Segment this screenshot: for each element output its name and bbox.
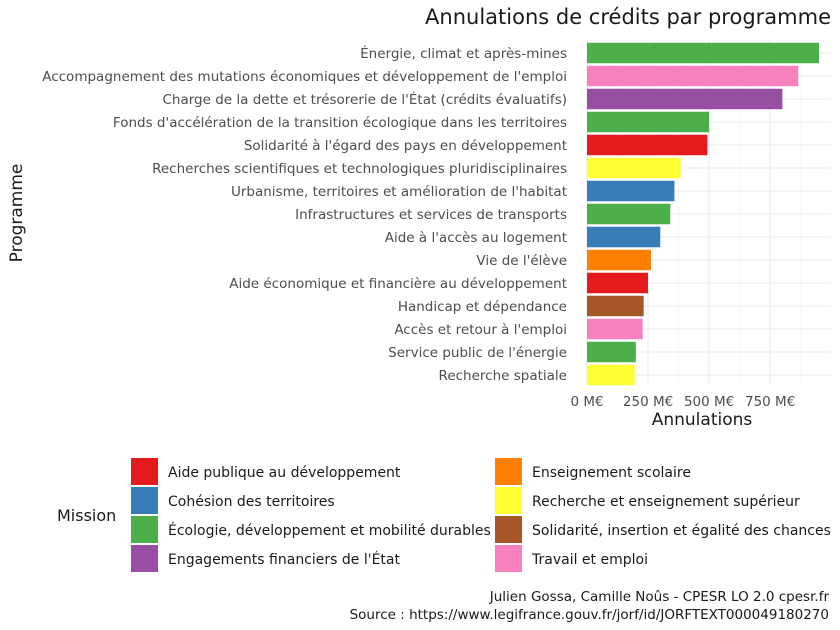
bar (587, 226, 661, 248)
x-tick-labels: 0 M€ 250 M€ 500 M€ 750 M€ (570, 394, 795, 410)
legend: Mission Aide publique au développement Co… (57, 458, 831, 572)
bar (587, 88, 783, 110)
category-label: Recherche spatiale (439, 368, 567, 384)
bar (587, 42, 819, 64)
legend-items: Aide publique au développement Cohésion d… (131, 458, 831, 572)
x-axis-title: Annulations (652, 410, 753, 430)
legend-label: Aide publique au développement (168, 465, 401, 481)
legend-swatch (131, 487, 158, 514)
x-tick-label: 750 M€ (745, 394, 795, 410)
category-label: Charge de la dette et trésorerie de l'Ét… (162, 91, 567, 108)
bar (587, 295, 644, 317)
category-label: Aide économique et financière au dévelop… (229, 276, 567, 292)
legend-swatch (131, 458, 158, 485)
chart-title: Annulations de crédits par programme (425, 5, 831, 29)
category-label: Service public de l'énergie (388, 345, 567, 361)
category-label: Vie de l'élève (476, 253, 567, 269)
category-label: Handicap et dépendance (398, 299, 567, 315)
legend-label: Solidarité, insertion et égalité des cha… (532, 523, 831, 539)
legend-label: Enseignement scolaire (532, 465, 691, 481)
bar (587, 249, 651, 271)
caption-line-source: Source : https://www.legifrance.gouv.fr/… (350, 607, 829, 623)
x-tick-label: 250 M€ (623, 394, 673, 410)
legend-swatch (495, 545, 522, 572)
bar (587, 341, 636, 363)
caption: Julien Gossa, Camille Noûs - CPESR LO 2.… (350, 589, 830, 623)
bar (587, 203, 671, 225)
legend-swatch (131, 516, 158, 543)
caption-line-credits: Julien Gossa, Camille Noûs - CPESR LO 2.… (489, 589, 830, 605)
legend-swatch (495, 487, 522, 514)
category-label: Aide à l'accès au logement (385, 230, 567, 246)
bar (587, 111, 710, 133)
bar (587, 272, 649, 294)
bars-group (587, 42, 819, 386)
bar (587, 134, 708, 156)
bar (587, 65, 799, 87)
x-tick-label: 0 M€ (570, 394, 603, 410)
x-tick-label: 500 M€ (684, 394, 734, 410)
legend-label: Cohésion des territoires (168, 494, 335, 510)
legend-swatch (495, 458, 522, 485)
legend-label: Engagements financiers de l'État (168, 551, 400, 568)
bar (587, 318, 643, 340)
legend-swatch (131, 545, 158, 572)
category-label: Fonds d'accélération de la transition éc… (113, 115, 567, 131)
category-label: Solidarité à l'égard des pays en dévelop… (244, 138, 567, 154)
category-label: Accompagnement des mutations économiques… (42, 69, 567, 85)
bar (587, 157, 681, 179)
legend-label: Recherche et enseignement supérieur (532, 494, 800, 510)
legend-label: Écologie, développement et mobilité dura… (168, 522, 491, 539)
category-label: Recherches scientifiques et technologiqu… (152, 161, 567, 177)
legend-label: Travail et emploi (531, 552, 648, 568)
category-label: Énergie, climat et après-mines (360, 45, 567, 62)
category-label: Infrastructures et services de transport… (295, 207, 567, 223)
bar (587, 180, 675, 202)
legend-swatch (495, 516, 522, 543)
bar (587, 364, 635, 386)
legend-title: Mission (57, 506, 116, 525)
category-label: Urbanisme, territoires et amélioration d… (231, 184, 567, 200)
category-label: Accès et retour à l'emploi (394, 322, 567, 338)
category-labels: Énergie, climat et après-mines Accompagne… (42, 45, 567, 384)
y-axis-title: Programme (7, 164, 27, 263)
